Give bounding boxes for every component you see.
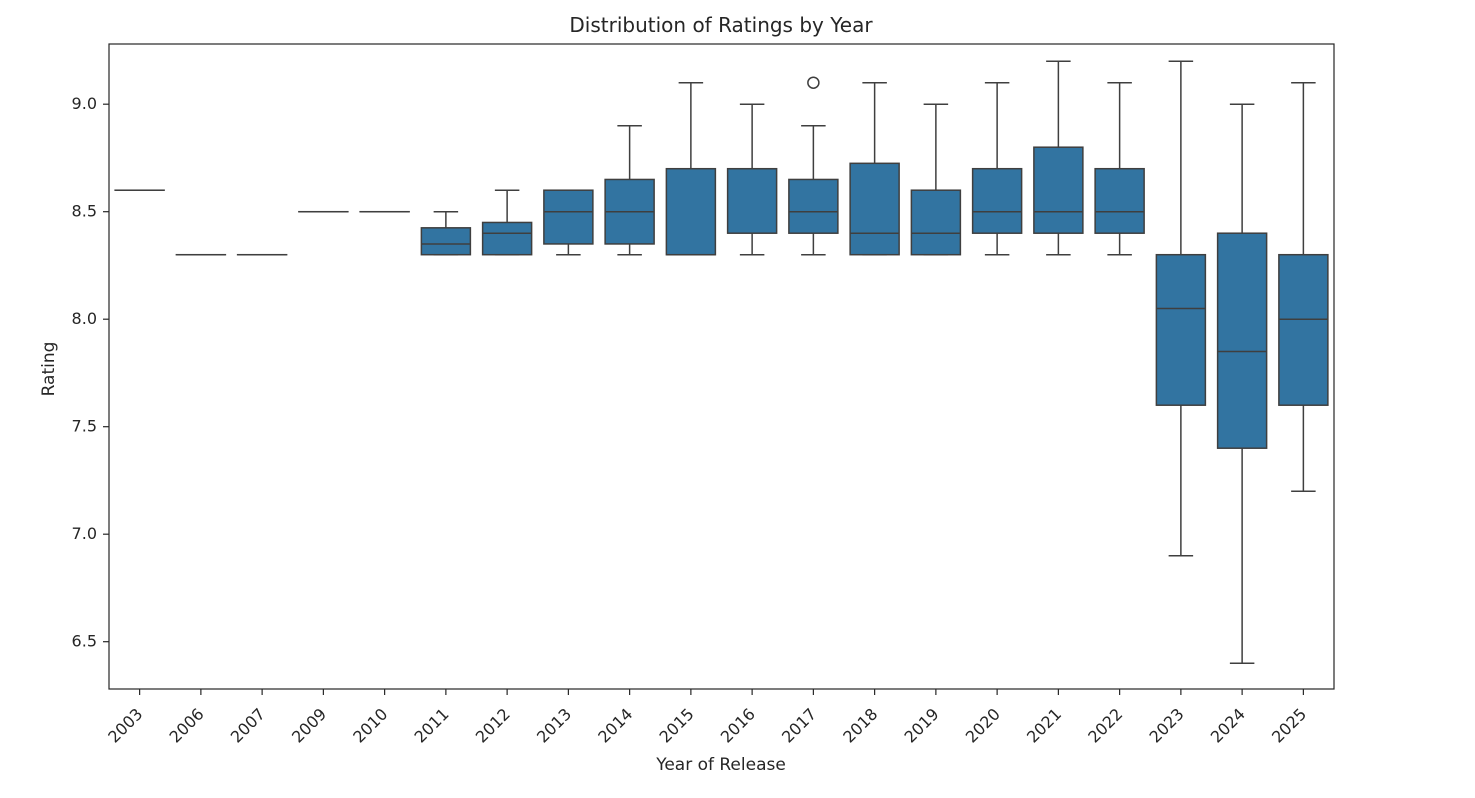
y-tick-label: 8.0 — [72, 309, 97, 328]
box-2011 — [420, 210, 472, 256]
x-tick-label: 2023 — [1145, 704, 1187, 746]
box-2017 — [788, 76, 839, 256]
iqr-box — [1278, 253, 1329, 406]
box-2023 — [1155, 60, 1207, 557]
x-tick-label: 2018 — [839, 704, 881, 746]
x-tick-label: 2010 — [349, 704, 391, 746]
box-2025 — [1278, 81, 1329, 492]
iqr-box — [849, 162, 900, 256]
box-2021 — [1033, 60, 1084, 256]
y-axis: 6.5 7.0 7.5 8.0 8.5 9.0 — [72, 94, 109, 651]
x-tick-label: 2006 — [165, 704, 207, 746]
x-tick-label: 2017 — [778, 704, 820, 746]
x-tick-label: 2012 — [472, 704, 514, 746]
x-axis: 2003 2006 2007 2009 2010 2011 2012 2013 2014 2015… — [104, 689, 1310, 747]
x-tick-label: 2025 — [1268, 704, 1310, 746]
outlier-point — [807, 76, 820, 89]
y-tick-label: 7.5 — [72, 417, 97, 436]
x-tick-label: 2014 — [594, 704, 636, 746]
box-2024 — [1216, 103, 1268, 664]
box-2014 — [604, 124, 655, 256]
x-tick-label: 2021 — [1023, 704, 1065, 746]
iqr-box — [910, 189, 962, 256]
x-tick-label: 2024 — [1207, 704, 1249, 746]
x-tick-label: 2009 — [288, 704, 330, 746]
x-tick-label: 2013 — [533, 704, 575, 746]
x-tick-label: 2015 — [655, 704, 697, 746]
box-2013 — [543, 189, 594, 256]
y-tick-label: 8.5 — [72, 202, 97, 221]
x-tick-label: 2007 — [227, 704, 269, 746]
iqr-box — [1216, 232, 1268, 449]
chart-title: Distribution of Ratings by Year — [569, 13, 873, 37]
plot-frame — [108, 43, 1335, 690]
x-axis-label: Year of Release — [655, 755, 786, 775]
x-tick-label: 2016 — [717, 704, 759, 746]
iqr-box — [971, 167, 1023, 234]
iqr-box — [543, 189, 594, 245]
iqr-box — [726, 167, 778, 234]
x-tick-label: 2022 — [1084, 704, 1126, 746]
box-2015 — [665, 81, 717, 256]
y-tick-label: 7.0 — [72, 524, 97, 543]
iqr-box — [665, 167, 717, 256]
x-tick-label: 2019 — [900, 704, 942, 746]
y-tick-label: 6.5 — [72, 632, 97, 651]
box-2020 — [971, 81, 1023, 256]
iqr-box — [788, 178, 839, 234]
iqr-box — [1155, 253, 1207, 406]
x-tick-label: 2011 — [410, 704, 452, 746]
box-2022 — [1094, 81, 1145, 256]
x-tick-label: 2020 — [962, 704, 1004, 746]
iqr-box — [1033, 146, 1084, 234]
box-2018 — [849, 81, 900, 256]
iqr-box — [1094, 167, 1145, 234]
box-2019 — [910, 103, 962, 256]
iqr-box — [420, 227, 472, 256]
box-2012 — [481, 189, 533, 256]
iqr-box — [481, 221, 533, 256]
y-axis-label: Rating — [39, 342, 59, 397]
box-2016 — [726, 103, 778, 256]
x-tick-label: 2003 — [104, 704, 146, 746]
y-tick-label: 9.0 — [72, 94, 97, 113]
boxes-layer — [114, 60, 1329, 664]
